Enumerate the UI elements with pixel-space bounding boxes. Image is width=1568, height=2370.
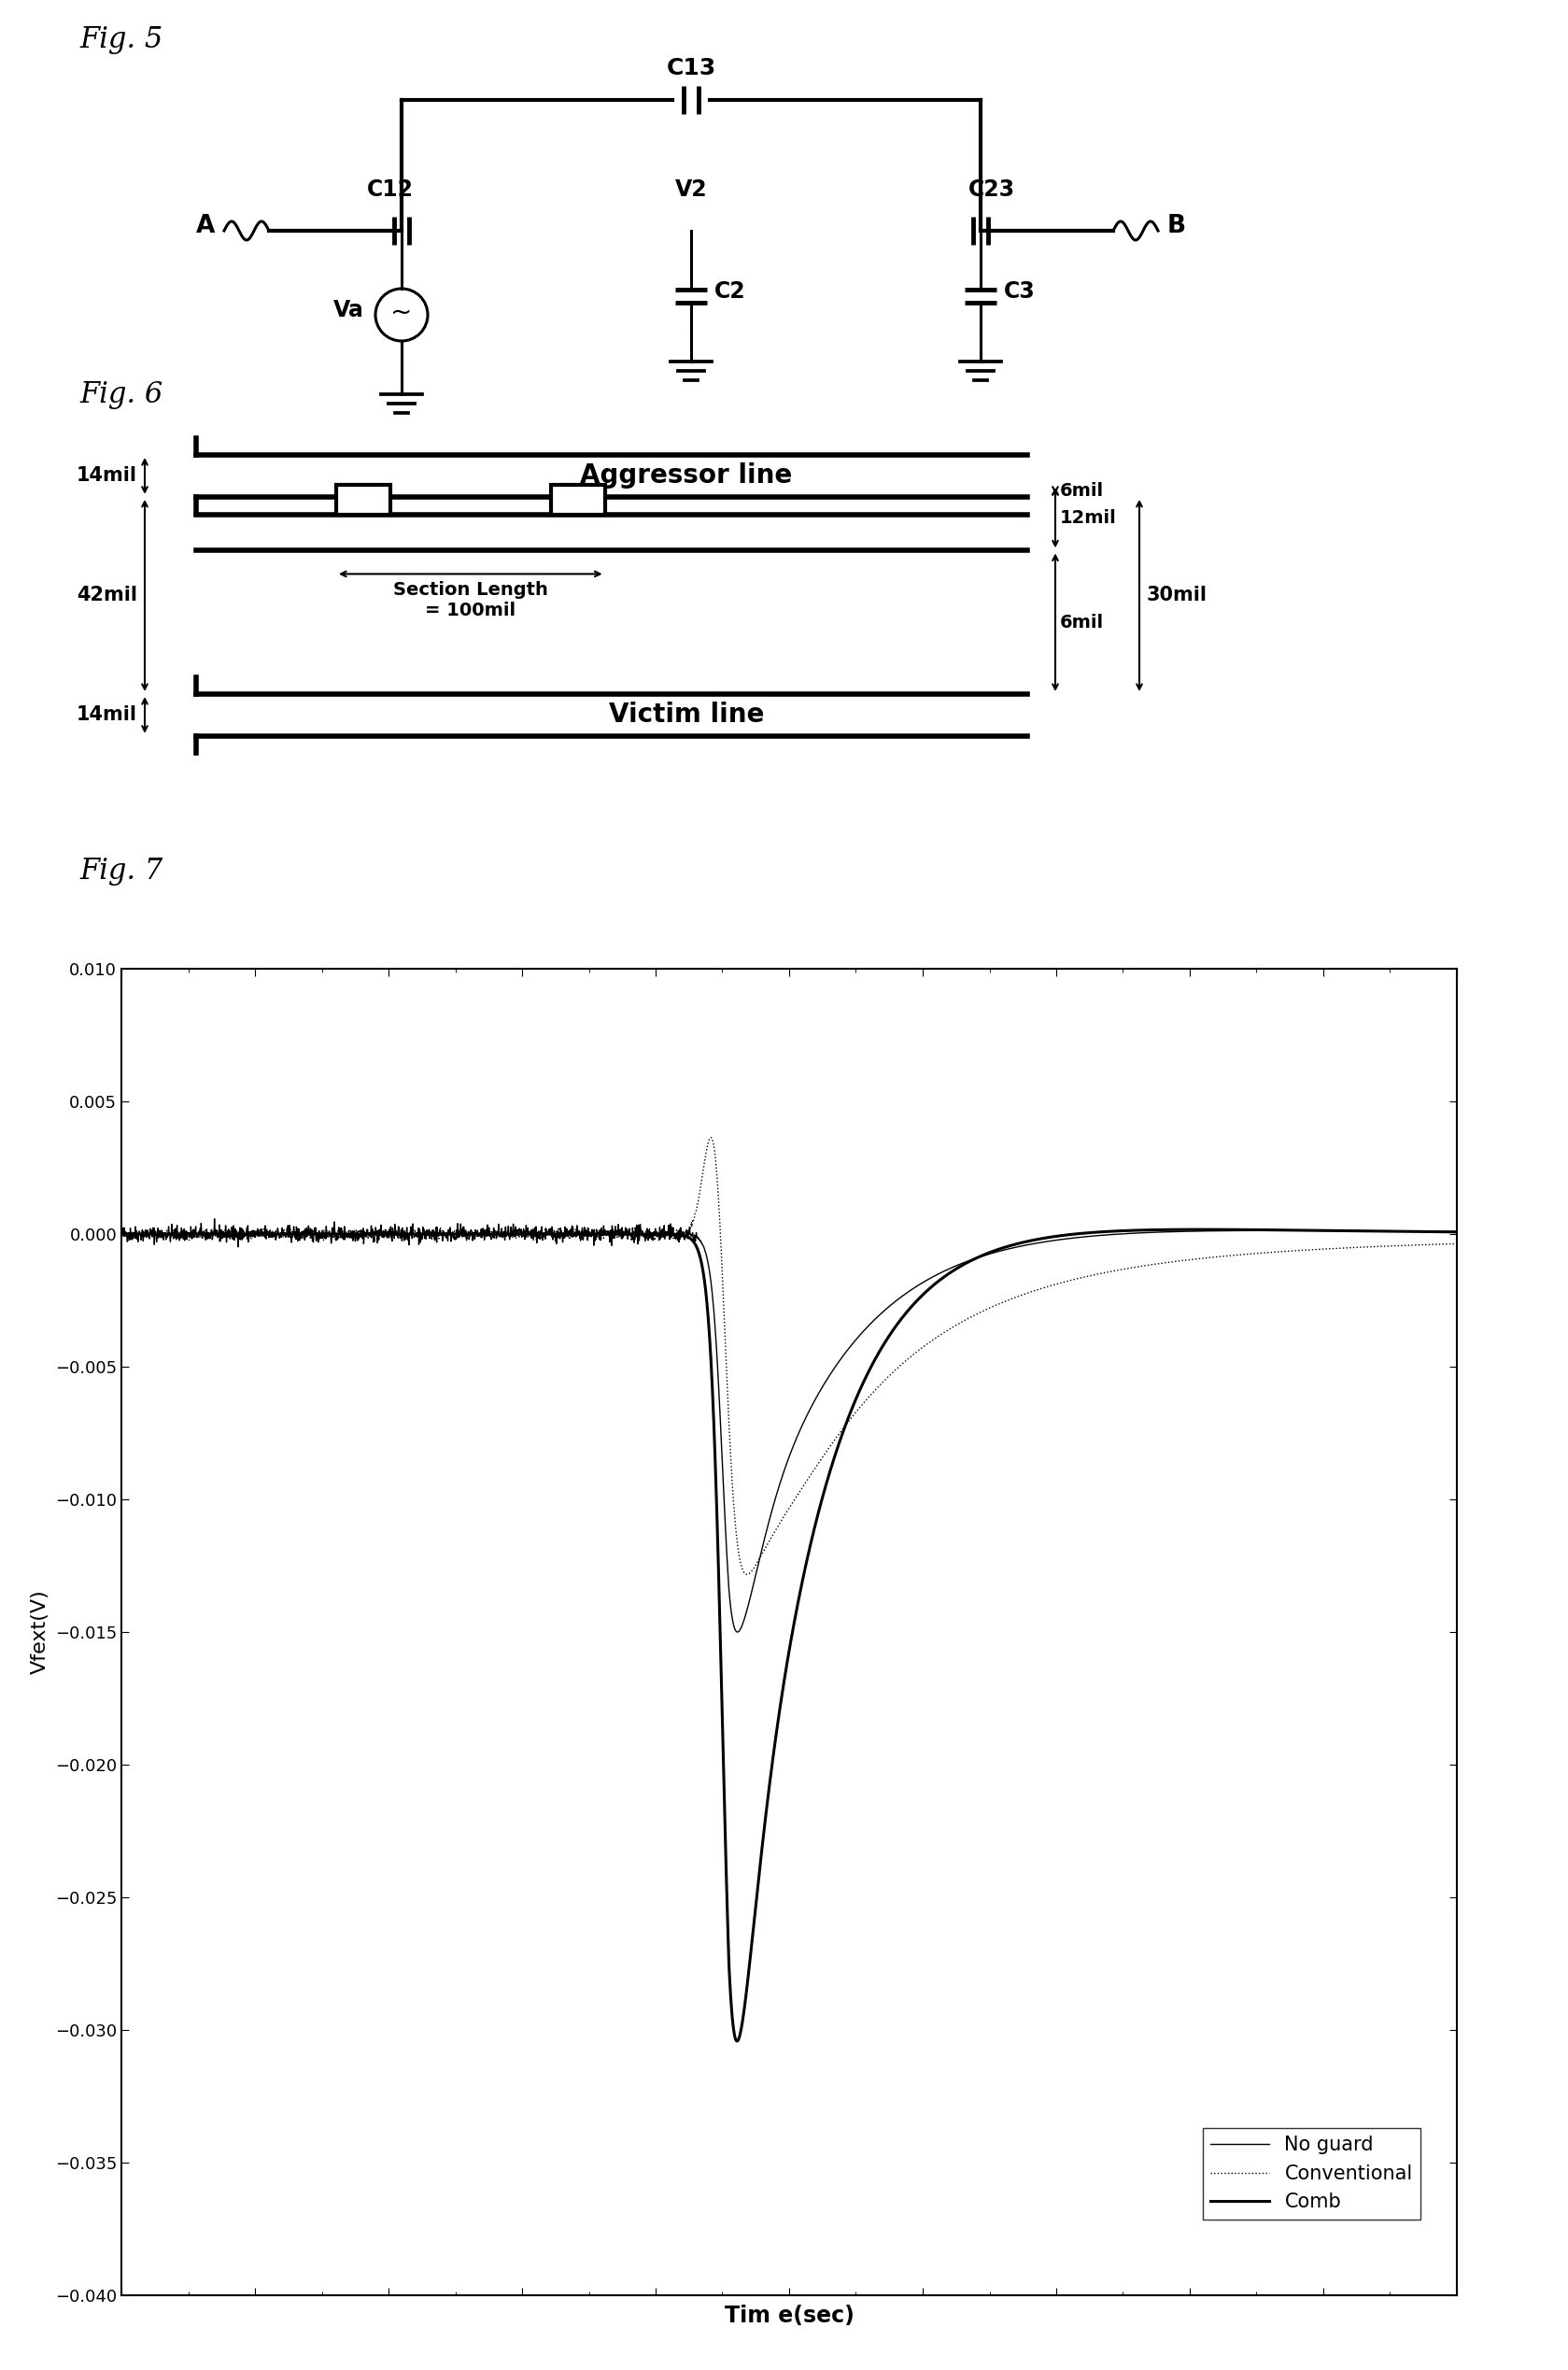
Conventional <box>1447 1230 1466 1258</box>
Comb <box>1192 1216 1210 1244</box>
Comb <box>624 1221 643 1249</box>
Comb <box>1278 1216 1297 1244</box>
Text: Va: Va <box>334 299 364 322</box>
Legend: No guard, Conventional, Comb: No guard, Conventional, Comb <box>1203 2128 1421 2218</box>
Text: Aggressor line: Aggressor line <box>580 462 792 488</box>
Bar <box>550 486 605 514</box>
Text: 30mil: 30mil <box>1146 585 1207 604</box>
Comb <box>1422 1218 1441 1247</box>
Comb <box>728 2026 746 2055</box>
Y-axis label: Vfext(V): Vfext(V) <box>31 1590 50 1673</box>
No guard <box>682 1221 701 1249</box>
X-axis label: Tim e(sec): Tim e(sec) <box>724 2306 855 2327</box>
Conventional <box>1422 1230 1441 1258</box>
Text: Fig. 6: Fig. 6 <box>80 379 163 410</box>
Text: C23: C23 <box>969 178 1014 201</box>
Conventional <box>1278 1237 1297 1266</box>
Text: 42mil: 42mil <box>77 585 138 604</box>
Line: Comb: Comb <box>121 1230 1457 2041</box>
Bar <box>336 486 390 514</box>
No guard <box>1278 1216 1297 1244</box>
Line: Conventional: Conventional <box>121 1138 1457 1574</box>
No guard <box>343 1218 362 1247</box>
Text: C3: C3 <box>1004 280 1035 303</box>
Text: Fig. 5: Fig. 5 <box>80 26 163 55</box>
No guard <box>624 1228 643 1256</box>
Comb <box>265 1221 284 1249</box>
Text: 6mil: 6mil <box>1060 481 1104 500</box>
No guard <box>265 1223 284 1251</box>
No guard <box>1422 1218 1441 1247</box>
Text: C2: C2 <box>715 280 746 303</box>
Comb <box>682 1225 701 1254</box>
Conventional <box>737 1559 756 1588</box>
Conventional <box>624 1221 643 1249</box>
Text: ~: ~ <box>390 301 412 327</box>
Text: C13: C13 <box>666 57 717 81</box>
Conventional <box>111 1223 130 1251</box>
No guard <box>728 1619 746 1647</box>
Text: A: A <box>196 213 215 239</box>
Line: No guard: No guard <box>121 1218 1457 1633</box>
Comb <box>111 1221 130 1249</box>
Text: Section Length
= 100mil: Section Length = 100mil <box>394 581 547 619</box>
Comb <box>1447 1218 1466 1247</box>
Text: 14mil: 14mil <box>77 467 138 486</box>
Text: 14mil: 14mil <box>77 706 138 725</box>
No guard <box>1447 1218 1466 1247</box>
Comb <box>343 1221 362 1249</box>
Text: C12: C12 <box>367 178 414 201</box>
Text: V2: V2 <box>674 178 707 201</box>
Text: B: B <box>1167 213 1185 239</box>
Text: 12mil: 12mil <box>1060 510 1116 526</box>
Conventional <box>682 1209 701 1237</box>
Text: Victim line: Victim line <box>608 702 764 728</box>
Conventional <box>343 1218 362 1247</box>
Conventional <box>701 1123 720 1152</box>
No guard <box>205 1204 224 1232</box>
Text: 6mil: 6mil <box>1060 614 1104 630</box>
Conventional <box>265 1223 284 1251</box>
Text: Fig. 7: Fig. 7 <box>80 856 163 886</box>
No guard <box>111 1218 130 1247</box>
